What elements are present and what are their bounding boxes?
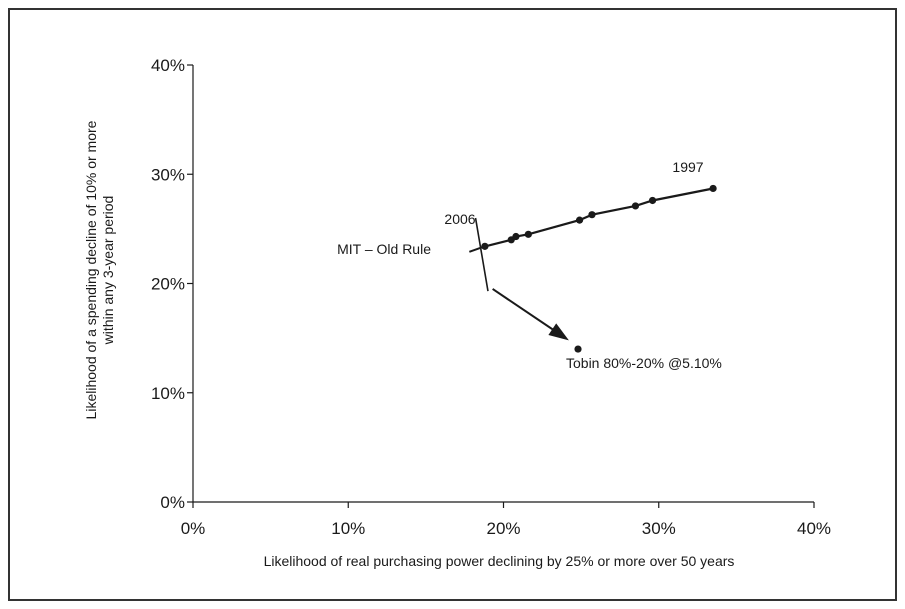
x-axis-title: Likelihood of real purchasing power decl… [264, 553, 735, 569]
data-point [588, 211, 596, 219]
data-point [574, 345, 582, 353]
mit-old-rule-label: MIT – Old Rule [337, 241, 431, 257]
data-point [575, 216, 584, 224]
x-tick-label: 40% [797, 519, 831, 538]
x-tick-label: 20% [486, 519, 520, 538]
x-tick-label: 0% [181, 519, 206, 538]
data-point [524, 230, 532, 238]
y-axis-title-line-1: Likelihood of a spending decline of 10% … [83, 120, 99, 419]
break-mark [474, 217, 489, 292]
data-point [709, 184, 717, 193]
y-tick-label: 0% [160, 493, 185, 512]
y-ticks: 0% 10% 20% 30% 40% [151, 56, 193, 512]
x-tick-label: 30% [642, 519, 676, 538]
x-tick-label: 10% [331, 519, 365, 538]
y-tick-label: 40% [151, 56, 185, 75]
data-point [512, 232, 520, 241]
arrow-head [548, 323, 569, 341]
year-label-2006: 2006 [444, 211, 475, 227]
data-point [648, 196, 657, 205]
y-tick-label: 10% [151, 384, 185, 403]
x-ticks: 0% 10% 20% 30% 40% [181, 502, 831, 538]
data-point [631, 202, 640, 210]
y-tick-label: 30% [151, 165, 185, 184]
outer-border [8, 8, 897, 601]
y-tick-label: 20% [151, 275, 185, 294]
tobin-label: Tobin 80%-20% @5.10% [566, 355, 722, 371]
axes [192, 65, 814, 503]
year-label-1997: 1997 [672, 159, 703, 175]
data-point [481, 242, 489, 250]
y-axis-title-line-2: within any 3-year period [100, 196, 116, 346]
series-layer [469, 184, 717, 353]
